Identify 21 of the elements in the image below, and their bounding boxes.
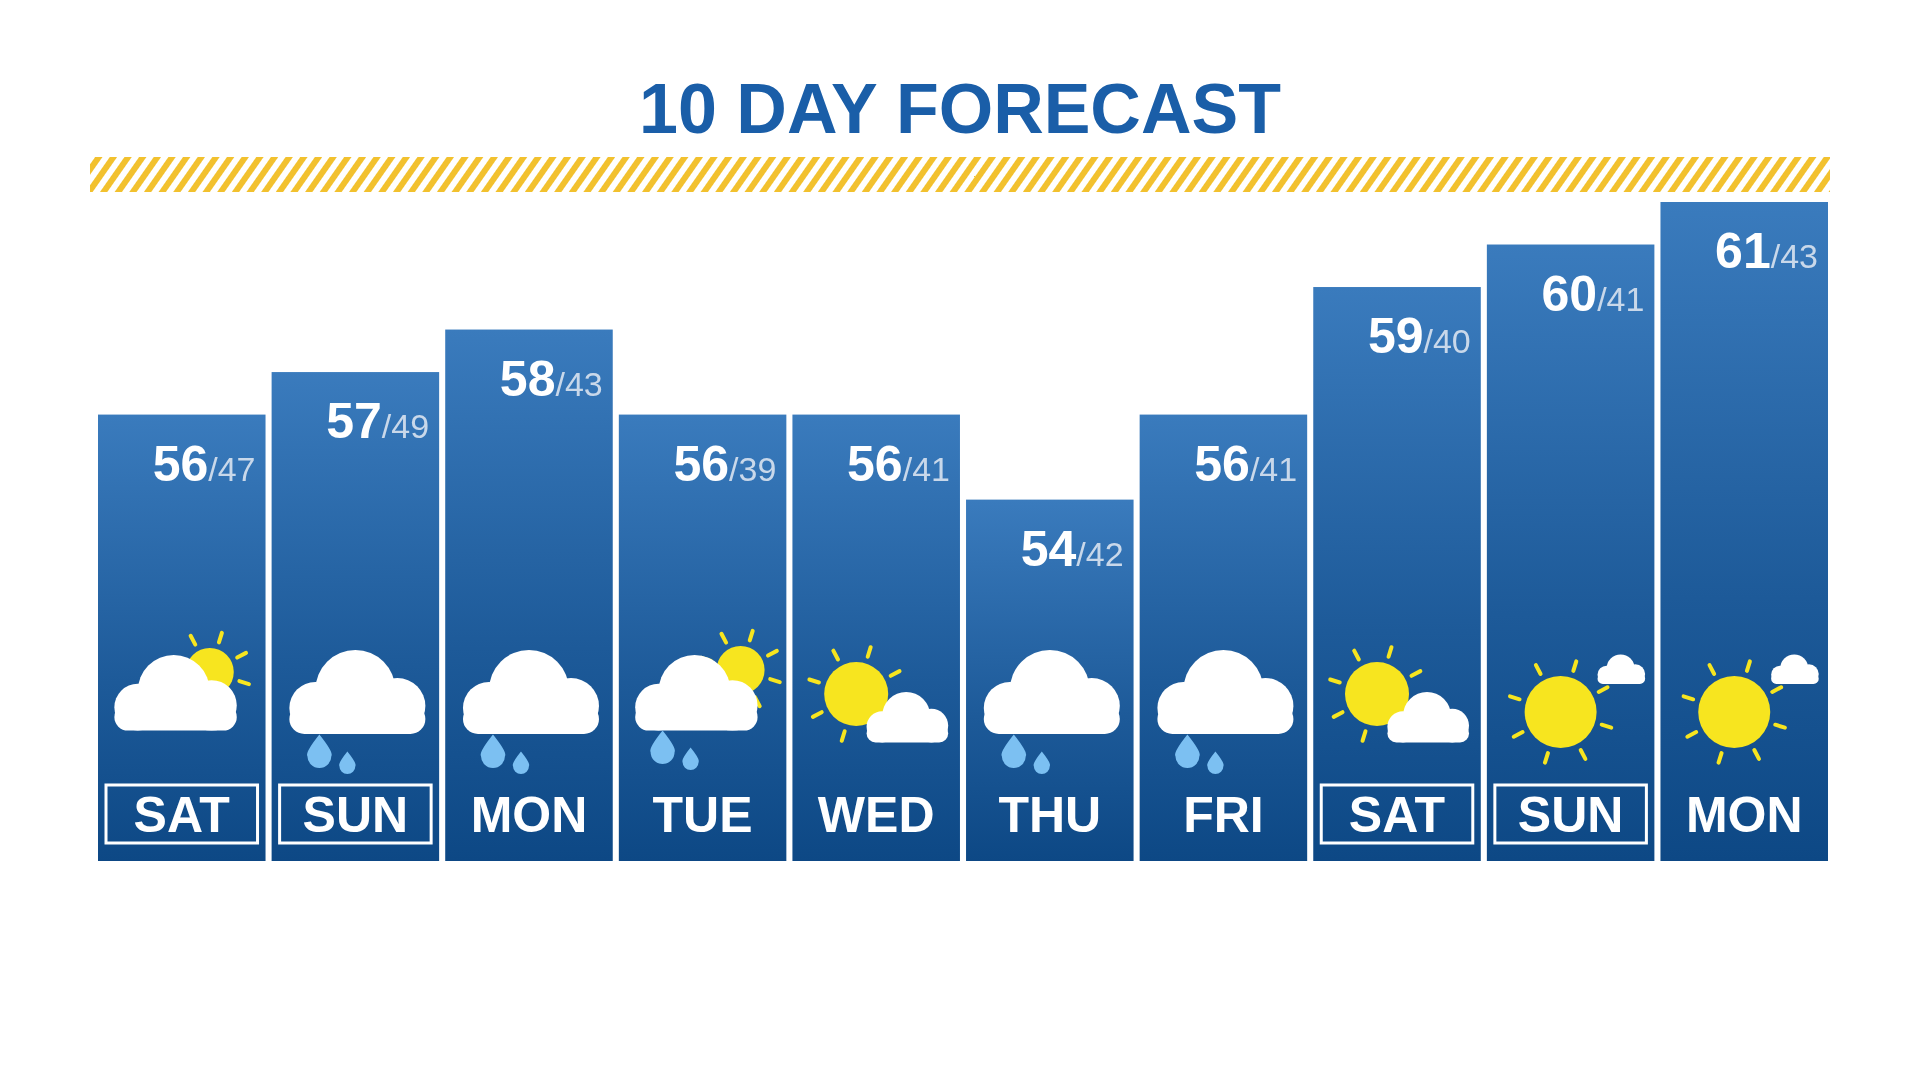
x-tick-label: SAT xyxy=(133,787,230,843)
data-label: 58/43 xyxy=(499,350,603,407)
x-tick-label: FRI xyxy=(1183,787,1264,843)
x-tick-label: SUN xyxy=(1517,787,1624,843)
x-tick-label: SUN xyxy=(302,787,409,843)
data-label: 57/49 xyxy=(326,393,430,450)
chart-title: 10 DAY FORECAST xyxy=(639,70,1281,148)
x-tick-label: MON xyxy=(470,787,588,843)
data-label: 56/47 xyxy=(152,435,256,492)
data-label: 60/41 xyxy=(1541,265,1645,322)
data-label: 54/42 xyxy=(1020,520,1124,577)
data-label: 56/41 xyxy=(847,435,950,492)
data-label: 56/41 xyxy=(1194,435,1298,492)
data-label: 61/43 xyxy=(1715,223,1818,279)
data-label: 56/39 xyxy=(673,435,777,492)
x-tick-label: MON xyxy=(1685,787,1803,843)
x-tick-label: WED xyxy=(817,787,935,843)
data-label: 59/40 xyxy=(1367,308,1471,365)
x-tick-label: TUE xyxy=(652,787,753,843)
x-tick-label: SAT xyxy=(1348,787,1446,843)
x-tick-label: THU xyxy=(998,787,1102,843)
